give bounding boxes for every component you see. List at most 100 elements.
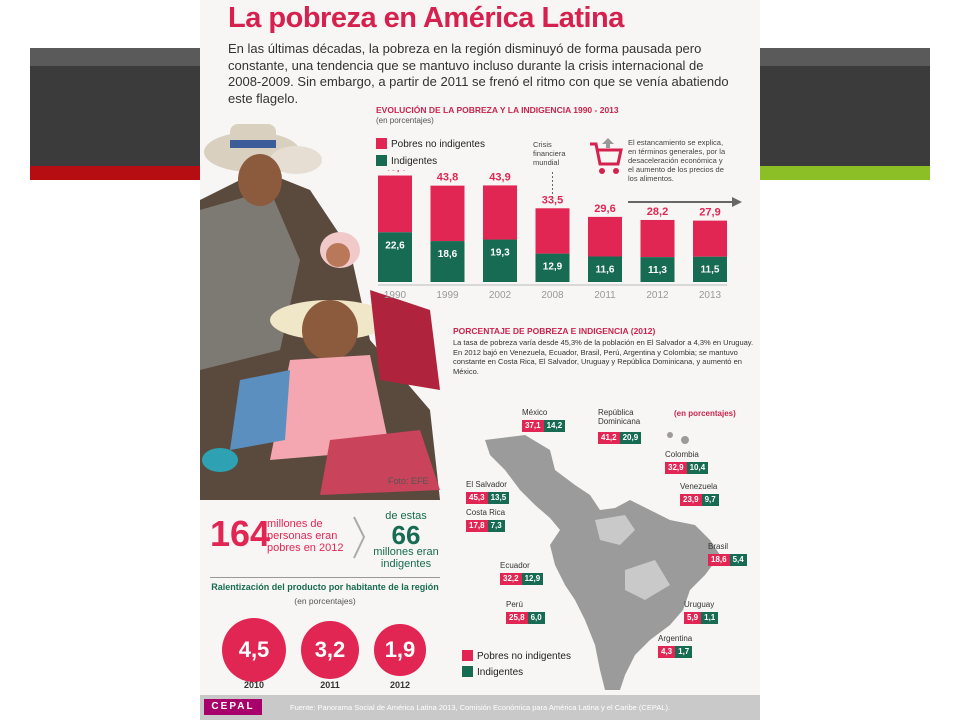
bar-indigentes-1990	[378, 232, 412, 282]
value-pobres-el-salvador: 45,3	[466, 492, 488, 504]
bar-pobres-1990	[378, 175, 412, 233]
infographic: La pobreza en América Latina En las últi…	[200, 0, 760, 720]
gdp-circle-2010: 4,5	[222, 618, 286, 682]
tick-2011: 2011	[594, 290, 616, 301]
country-values-m-xico: 37,1 14,2	[522, 420, 566, 432]
label-indigentes-1990: 22,6	[385, 240, 405, 251]
bar-indigentes-2012	[640, 257, 675, 282]
gdp-year-2011: 2011	[320, 680, 340, 690]
bar-pobres-2002	[483, 185, 517, 240]
country-name-uruguay: Uruguay	[684, 600, 715, 609]
bar-indigentes-2011	[588, 256, 622, 282]
bar-pobres-2011	[588, 216, 622, 257]
value-pobres-argentina: 4,3	[658, 646, 676, 658]
value-pobres-costa-rica: 17,8	[466, 520, 488, 532]
value-pobres-per-: 25,8	[506, 612, 528, 624]
label-indigentes-2012: 11,3	[648, 265, 667, 276]
stat-total-text: millones de personas eran pobres en 2012	[267, 518, 344, 554]
source-text: Fuente: Panorama Social de América Latin…	[290, 703, 671, 712]
value-pobres-m-xico: 37,1	[522, 420, 544, 432]
label-indigentes-2013: 11,5	[701, 265, 720, 276]
photo-credit: Foto: EFE	[388, 476, 429, 486]
label-indigentes-1999: 18,6	[438, 249, 458, 260]
value-indigentes-per-: 6,0	[527, 612, 545, 624]
cepal-logo: CEPAL	[204, 699, 262, 715]
country-name-venezuela: Venezuela	[680, 482, 718, 491]
bar-indigentes-2008	[535, 253, 570, 282]
country-values-uruguay: 5,9 1,1	[684, 612, 719, 624]
footer-bar	[200, 695, 760, 720]
map-title: PORCENTAJE DE POBREZA E INDIGENCIA (2012…	[453, 326, 656, 336]
tick-1999: 1999	[436, 290, 459, 301]
country-name-ecuador: Ecuador	[500, 561, 530, 570]
label-indigentes-2008: 12,9	[543, 262, 563, 273]
value-indigentes-el-salvador: 13,5	[487, 492, 510, 504]
bar-indigentes-1999	[430, 241, 465, 282]
bar-pobres-1999	[430, 185, 465, 242]
gdp-subtitle: (en porcentajes)	[294, 596, 356, 606]
value-indigentes-ecuador: 12,9	[521, 573, 544, 585]
crisis-note: Crisis financiera mundial	[533, 140, 566, 167]
gdp-title: Ralentización del producto por habitante…	[211, 582, 439, 592]
country-name-rep-blica-dominicana: República Dominicana	[598, 408, 641, 426]
map-unit: (en porcentajes)	[674, 409, 736, 418]
value-indigentes-costa-rica: 7,3	[487, 520, 505, 532]
value-indigentes-rep-blica-dominicana: 20,9	[619, 432, 642, 444]
value-indigentes-venezuela: 9,7	[701, 494, 719, 506]
country-values-rep-blica-dominicana: 41,2 20,9	[598, 432, 642, 444]
country-name-per-: Perú	[506, 600, 523, 609]
latin-america-map	[485, 432, 720, 690]
country-name-argentina: Argentina	[658, 634, 693, 643]
photo-women-children	[200, 110, 450, 500]
gdp-circle-2012: 1,9	[374, 624, 426, 676]
country-values-colombia: 32,9 10,4	[665, 462, 709, 474]
label-total-2011: 29,6	[594, 203, 615, 215]
shopping-cart-icon	[590, 138, 623, 174]
divider	[210, 577, 440, 578]
bar-chart-subtitle: (en porcentajes)	[376, 116, 434, 125]
country-name-colombia: Colombia	[665, 450, 699, 459]
value-indigentes-colombia: 10,4	[686, 462, 709, 474]
map-legend-pobres: Pobres no indigentes	[462, 650, 571, 662]
map-description: La tasa de pobreza varía desde 45,3% de …	[453, 338, 754, 376]
map-legend-indigentes: Indigentes	[462, 666, 523, 678]
stat-total-number: 164	[210, 513, 271, 554]
stat-sub-number: 66	[391, 520, 421, 550]
value-pobres-rep-blica-dominicana: 41,2	[598, 432, 620, 444]
value-indigentes-m-xico: 14,2	[543, 420, 566, 432]
country-values-venezuela: 23,9 9,7	[680, 494, 719, 506]
country-values-per-: 25,8 6,0	[506, 612, 545, 624]
label-total-1990: 48,4	[384, 170, 406, 174]
tick-1990: 1990	[384, 290, 407, 301]
page-title: La pobreza en América Latina	[228, 2, 624, 34]
gdp-year-2012: 2012	[389, 680, 411, 690]
country-name-brasil: Brasil	[708, 542, 729, 551]
country-values-argentina: 4,3 1,7	[658, 646, 693, 658]
value-pobres-colombia: 32,9	[665, 462, 687, 474]
label-total-1999: 43,8	[437, 172, 458, 184]
label-total-2013: 27,9	[699, 207, 720, 219]
legend-indigentes: Indigentes	[376, 155, 437, 167]
legend-pobres: Pobres no indigentes	[376, 138, 485, 150]
country-values-ecuador: 32,2 12,9	[500, 573, 544, 585]
bar-indigentes-2013	[693, 256, 727, 282]
stat-sub-prefix: de estas	[385, 510, 427, 522]
tick-2002: 2002	[489, 290, 512, 301]
country-values-brasil: 18,6 5,4	[708, 554, 747, 566]
slide-red-accent	[30, 166, 230, 180]
country-name-m-xico: México	[522, 408, 548, 417]
label-indigentes-2002: 19,3	[490, 248, 510, 259]
tick-2012: 2012	[646, 290, 669, 301]
poverty-bar-chart: 48,422,6199043,818,6199943,919,3200233,5…	[378, 170, 742, 301]
value-indigentes-uruguay: 1,1	[701, 612, 719, 624]
value-pobres-ecuador: 32,2	[500, 573, 522, 585]
estancamiento-note: El estancamiento se explica, en términos…	[628, 138, 726, 183]
intro-text: En las últimas décadas, la pobreza en la…	[228, 41, 729, 106]
country-name-el-salvador: El Salvador	[466, 480, 507, 489]
bar-indigentes-2002	[483, 239, 517, 282]
tick-2013: 2013	[699, 290, 722, 301]
bar-pobres-2013	[693, 220, 727, 257]
trend-arrow-head	[732, 197, 742, 207]
value-indigentes-argentina: 1,7	[675, 646, 693, 658]
country-values-costa-rica: 17,8 7,3	[466, 520, 505, 532]
